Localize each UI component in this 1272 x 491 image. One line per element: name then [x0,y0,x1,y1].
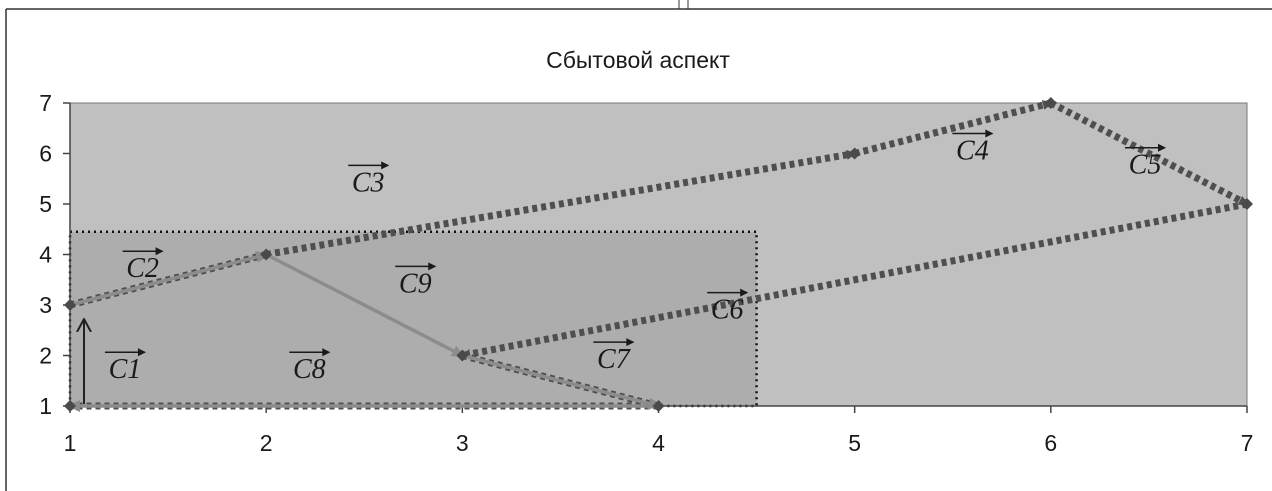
data-point-marker [652,400,665,412]
vector-overline-arrowhead [428,262,437,271]
vector-label-c8: C8 [293,354,326,385]
data-point-markers [64,97,1253,412]
chart-title: Сбытовой аспект [546,47,730,73]
solid-segment [461,353,661,410]
vector-overline-arrowhead [1157,143,1166,152]
data-point-marker [260,248,273,261]
vector-label-c3: C3 [352,167,385,198]
vector-label-c7: C7 [597,344,631,375]
vector-label-c2: C2 [126,253,159,284]
x-tick-label: 4 [652,430,665,456]
data-point-marker [1241,198,1253,210]
dotted-segment [460,200,1248,359]
vector-overline-arrowhead [985,129,994,138]
x-axis: 1 2 3 4 5 6 7 [64,405,1254,456]
vector-overline-arrowhead [740,288,749,297]
y-tick-label: 4 [39,242,52,268]
dotted-segment [853,99,1053,157]
x-tick-label: 3 [456,430,469,456]
dotted-segment [1049,99,1249,208]
vector-label-c6: C6 [711,295,744,326]
y-tick-label: 7 [39,90,52,116]
vector-overline-arrowhead [322,348,331,357]
vector-label-c1: C1 [109,354,142,385]
solid-segment [265,252,465,358]
x-tick-label: 5 [848,430,861,456]
x-tick-label: 2 [260,430,273,456]
data-point-marker [456,349,469,362]
vector-labels: C1 C2 C3 C4 C5 C6 C7 C8 C9 [104,129,1166,385]
data-point-marker [64,299,76,311]
y-tick-label: 1 [39,393,52,419]
series-solid-path [68,251,661,412]
data-point-marker [848,147,861,160]
vector-label-c5: C5 [1129,150,1162,181]
y-tick-label: 6 [39,141,52,167]
vector-overline-arrowhead [626,338,635,347]
x-tick-label: 7 [1241,430,1254,456]
vector-label-c9: C9 [399,268,432,299]
vector-overline-arrowhead [137,348,146,357]
x-tick-label: 1 [64,430,77,456]
y-tick-label: 5 [39,191,52,217]
y-axis: 1 2 3 4 5 6 7 [39,90,71,419]
y-tick-label: 3 [39,292,52,318]
data-point-marker [1044,97,1057,109]
vector-overline-arrowhead [381,161,390,170]
x-tick-label: 6 [1044,430,1057,456]
vector-overline-arrowhead [155,247,164,256]
dotted-segment [265,149,857,258]
data-point-marker [64,400,76,412]
y-tick-label: 2 [39,343,52,369]
vector-label-c4: C4 [956,136,989,167]
solid-segment [69,251,269,307]
